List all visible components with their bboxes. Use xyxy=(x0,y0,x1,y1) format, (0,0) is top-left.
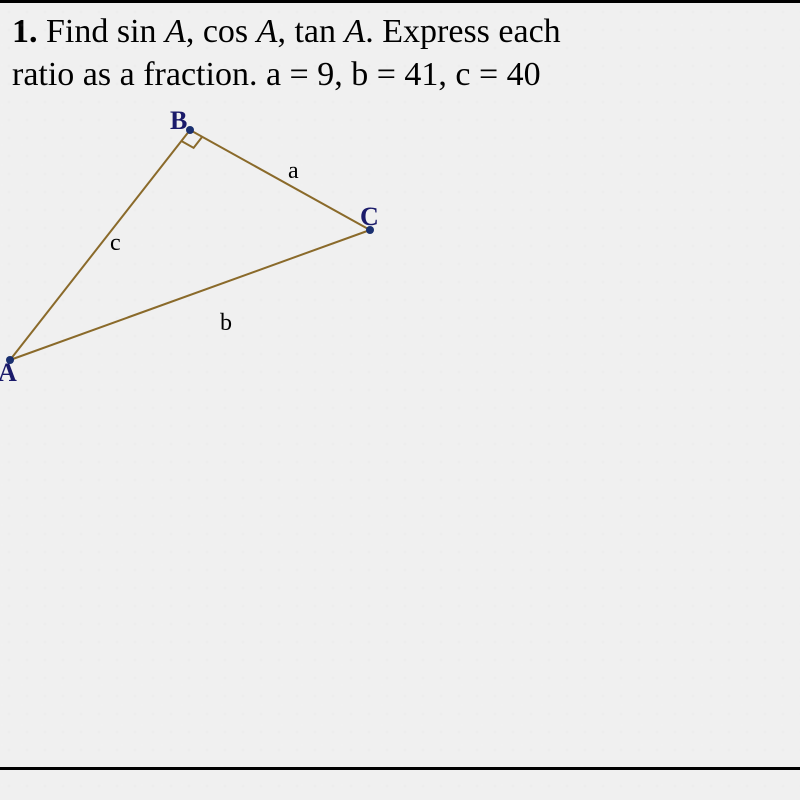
triangle-diagram: A B C a b c xyxy=(0,110,480,390)
bottom-border xyxy=(0,767,800,770)
side-c-label: c xyxy=(110,230,121,257)
text-prefix: Find sin xyxy=(38,13,166,50)
var-A-1: A xyxy=(165,13,186,50)
worksheet-container: 1. Find sin A, cos A, tan A. Express eac… xyxy=(0,0,800,800)
side-a-line xyxy=(190,130,370,230)
var-A-3: A xyxy=(344,13,365,50)
problem-line2: ratio as a fraction. a = 9, b = 41, c = … xyxy=(12,56,541,93)
text-suffix: . Express each xyxy=(365,13,560,50)
vertex-C-label: C xyxy=(360,202,379,232)
text-comma1: , cos xyxy=(186,13,257,50)
triangle-svg xyxy=(0,110,480,390)
side-c-line xyxy=(10,130,190,360)
side-a-label: a xyxy=(288,158,299,185)
side-b-label: b xyxy=(220,310,232,337)
problem-number: 1. xyxy=(12,13,38,50)
text-comma2: , tan xyxy=(277,13,344,50)
side-b-line xyxy=(10,230,370,360)
var-A-2: A xyxy=(257,13,278,50)
vertex-B-label: B xyxy=(170,106,187,136)
vertex-A-label: A xyxy=(0,358,17,388)
problem-text: 1. Find sin A, cos A, tan A. Express eac… xyxy=(0,3,800,100)
